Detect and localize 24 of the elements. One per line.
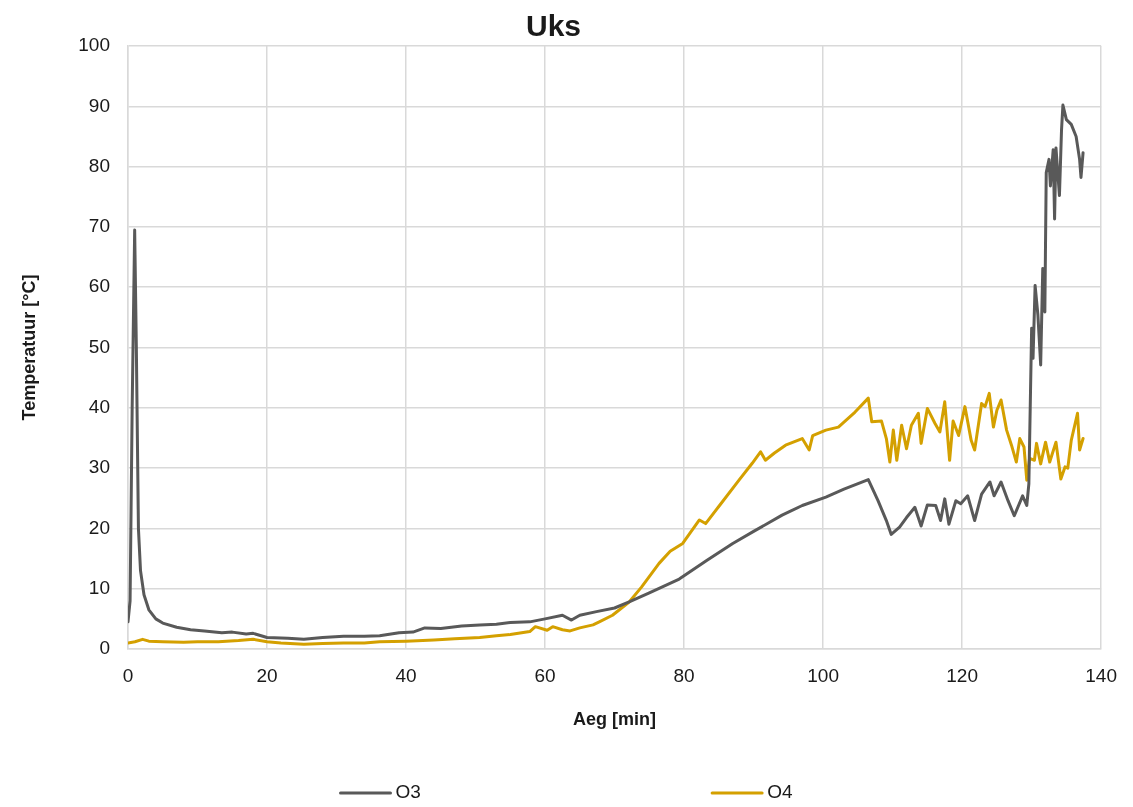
y-tick-label: 80 <box>88 154 110 176</box>
y-tick-label: 100 <box>78 34 110 56</box>
x-tick-label: 100 <box>807 664 839 686</box>
legend-label: O4 <box>767 781 793 803</box>
y-tick-label: 10 <box>88 576 110 598</box>
y-tick-label: 70 <box>88 215 110 237</box>
y-axis-title: Temperatuur [°C] <box>18 274 39 421</box>
y-tick-label: 30 <box>88 456 110 478</box>
x-tick-label: 80 <box>673 664 695 686</box>
x-tick-label: 140 <box>1085 664 1117 686</box>
y-tick-label: 50 <box>88 335 110 357</box>
x-tick-label: 60 <box>534 664 556 686</box>
y-tick-label: 40 <box>88 396 110 418</box>
x-tick-label: 120 <box>946 664 978 686</box>
x-tick-label: 40 <box>395 664 417 686</box>
chart-title: Uks <box>525 9 582 43</box>
x-axis-title: Aeg [min] <box>573 709 657 730</box>
y-tick-label: 90 <box>88 94 110 116</box>
y-tick-label: 60 <box>88 275 110 297</box>
legend-label: O3 <box>395 781 421 803</box>
y-tick-label: 20 <box>88 516 110 538</box>
x-tick-label: 20 <box>256 664 278 686</box>
y-tick-label: 0 <box>99 637 110 659</box>
x-tick-label: 0 <box>122 664 134 686</box>
